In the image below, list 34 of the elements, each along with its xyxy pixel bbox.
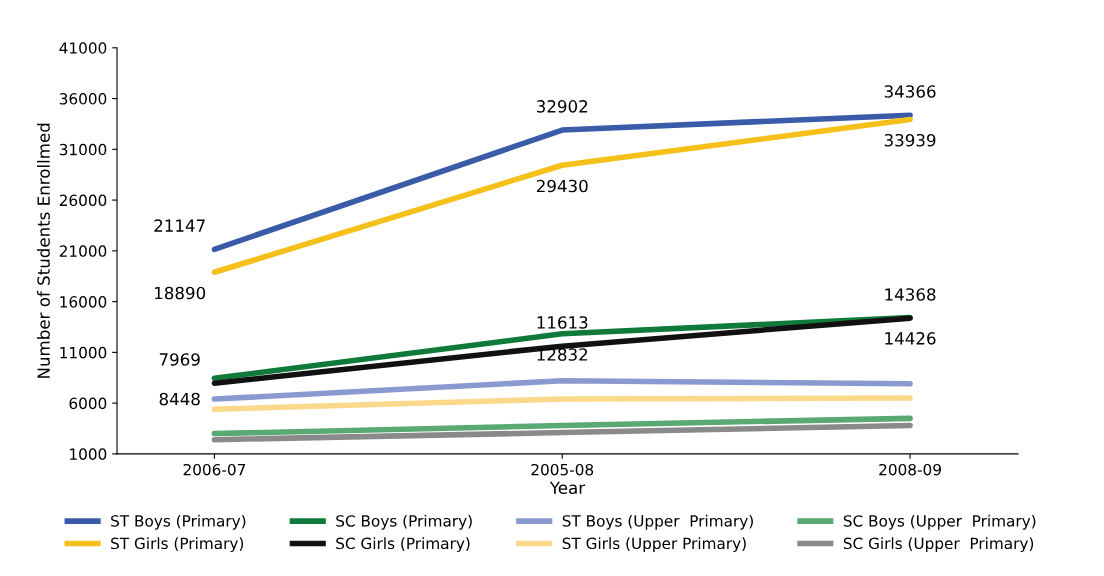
y-tick-label: 6000: [69, 397, 107, 410]
data-label: 8448: [159, 392, 200, 406]
data-label: 33939: [884, 133, 936, 147]
x-axis-title: Year: [549, 481, 586, 495]
y-tick-label: 41000: [59, 42, 107, 54]
legend-label: ST Boys (Primary): [111, 514, 246, 530]
x-tick-label: 2005-08: [531, 463, 594, 476]
y-tick-label: 31000: [59, 143, 107, 156]
y-axis-title: Number of Students Enrollmed: [37, 123, 50, 378]
legend-label: ST Boys (Upper Primary): [562, 514, 753, 530]
legend-label: ST Girls (Upper Primary): [562, 537, 746, 553]
data-label: 32902: [537, 100, 588, 113]
data-label: 14368: [885, 288, 936, 301]
data-label: 21147: [154, 219, 205, 232]
legend-label: ST Girls (Primary): [111, 537, 244, 553]
data-label: 14426: [885, 332, 936, 345]
data-label: 18890: [155, 286, 206, 300]
y-tick-label: 21000: [59, 245, 107, 257]
data-label: 34366: [884, 85, 936, 98]
data-label: 11613: [537, 316, 588, 329]
y-tick-label: 36000: [59, 93, 107, 105]
y-tick-label: 16000: [60, 296, 107, 308]
x-tick-label: 2006-07: [183, 463, 246, 476]
x-tick-label: 2008-09: [879, 463, 941, 476]
y-tick-label: 26000: [59, 194, 107, 207]
y-tick-label: 1000: [70, 448, 107, 460]
legend-label: SC Boys (Upper Primary): [843, 514, 1036, 530]
legend-label: SC Girls (Primary): [336, 537, 470, 553]
legend-label: SC Girls (Upper Primary): [843, 537, 1034, 553]
data-label: 29430: [536, 179, 588, 193]
legend-label: SC Boys (Primary): [336, 514, 472, 530]
data-label: 12832: [537, 348, 588, 361]
data-label: 7969: [159, 353, 200, 366]
y-tick-label: 11000: [60, 346, 107, 359]
